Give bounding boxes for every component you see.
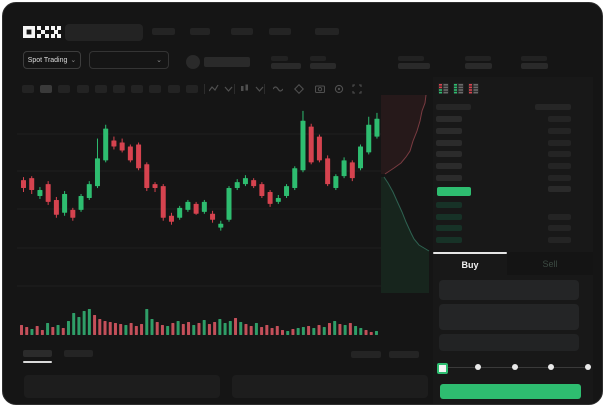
sell-tab-label: Sell [542,258,558,269]
chevron-down-icon: ⌄ [156,56,162,64]
okx-logo-icon [23,26,61,38]
search-input[interactable] [65,24,143,41]
ask-row-price-bar[interactable] [436,139,462,146]
bottom-action-placeholder[interactable] [389,351,419,358]
toolbar-divider [264,84,265,94]
pair-name-placeholder [204,57,250,67]
bid-row-amount-bar[interactable] [548,213,571,220]
pair-coin-icon [186,55,200,69]
market-type-label: Spot Trading [27,56,68,64]
timeframe-pill[interactable] [167,85,180,93]
book-asks-icon[interactable] [468,83,479,94]
nav-item-placeholder[interactable] [231,28,253,35]
volume-chart[interactable] [17,303,381,335]
timeframe-pill[interactable] [58,85,71,93]
nav-item-placeholder[interactable] [315,28,339,35]
submit-order-button[interactable] [440,384,581,399]
ask-row-price-bar[interactable] [436,151,462,158]
bottom-action-placeholder[interactable] [351,351,381,358]
slider-dot[interactable] [474,364,481,370]
slider-dot[interactable] [511,364,518,370]
ask-row-price-bar[interactable] [436,163,462,170]
settings-icon[interactable] [334,84,344,94]
buy-tab[interactable]: Buy [433,255,507,275]
order-amount-input[interactable] [439,304,579,330]
stat-value-placeholder [398,63,430,69]
bottom-tab-active-underline [23,361,52,363]
timeframe-pill[interactable] [149,85,162,93]
toolbar-divider [234,84,235,94]
sell-tab[interactable]: Sell [507,252,593,275]
chevron-down-icon[interactable] [224,84,234,94]
buy-tab-label: Buy [461,260,479,270]
stat-label-placeholder [521,56,547,61]
timeframe-pill[interactable] [113,85,125,93]
bid-row-price-bar[interactable] [436,225,462,232]
timeframe-pill[interactable] [40,85,53,93]
nav-item-placeholder[interactable] [152,28,175,35]
indicators-icon[interactable] [209,84,219,94]
bid-row-amount-bar[interactable] [548,236,571,243]
chevron-down-icon[interactable] [255,84,265,94]
timeframe-pill[interactable] [131,85,144,93]
bottom-tab-placeholder[interactable] [64,350,93,357]
orderbook-header-amount-placeholder [535,104,571,110]
last-price-amount-bar [548,186,571,192]
ask-row-price-bar[interactable] [436,116,462,122]
fullscreen-icon[interactable] [352,84,362,94]
stat-value-placeholder [310,63,336,69]
toolbar-divider [204,84,205,94]
history-panel-placeholder[interactable] [232,375,428,398]
orders-panel-placeholder[interactable] [24,375,220,398]
stat-label-placeholder [398,56,424,61]
nav-item-placeholder[interactable] [269,28,291,35]
market-type-selector[interactable]: Spot Trading ⌄ [23,51,81,69]
stat-label-placeholder [271,56,288,61]
book-combined-icon[interactable] [438,83,449,94]
slider-dot[interactable] [585,364,591,370]
bottom-tab-placeholder[interactable] [23,350,52,357]
stat-value-placeholder [521,63,548,69]
slider-dot[interactable] [548,364,555,370]
draw-icon[interactable] [294,84,304,94]
okx-logo[interactable] [23,25,61,40]
last-price-highlight[interactable] [437,187,471,196]
bid-row-amount-bar[interactable] [548,225,571,232]
stat-value-placeholder [271,63,301,69]
timeframe-pill[interactable] [94,85,107,93]
stat-value-placeholder [465,63,492,69]
slider-handle[interactable] [437,363,448,374]
depth-chart[interactable] [381,95,431,293]
line-tool-icon[interactable] [273,84,283,94]
buy-tab-indicator [433,252,507,254]
chart-type-icon[interactable] [240,84,250,94]
bid-row-price-bar[interactable] [436,202,462,208]
ask-row-amount-bar[interactable] [548,151,571,158]
candlestick-chart[interactable] [17,95,381,293]
pair-selector[interactable]: ⌄ [89,51,169,69]
orderbook-header-price-placeholder [436,104,471,110]
book-bids-icon[interactable] [453,83,464,94]
ask-row-amount-bar[interactable] [548,127,571,134]
camera-icon[interactable] [315,84,325,94]
order-total-input[interactable] [439,334,579,351]
timeframe-pill[interactable] [76,85,89,93]
nav-item-placeholder[interactable] [190,28,210,35]
ask-row-amount-bar[interactable] [548,139,571,146]
ask-row-amount-bar[interactable] [548,175,571,181]
stat-label-placeholder [465,56,491,61]
chevron-down-icon: ⌄ [70,56,77,64]
ask-row-price-bar[interactable] [436,175,462,181]
bid-row-price-bar[interactable] [436,213,462,220]
ask-row-amount-bar[interactable] [548,163,571,170]
bid-row-price-bar[interactable] [436,236,462,243]
stat-label-placeholder [310,56,326,61]
timeframe-pill[interactable] [22,85,34,93]
timeframe-pill[interactable] [185,85,198,93]
order-price-input[interactable] [439,280,579,300]
ask-row-price-bar[interactable] [436,127,462,134]
ask-row-amount-bar[interactable] [548,116,571,122]
